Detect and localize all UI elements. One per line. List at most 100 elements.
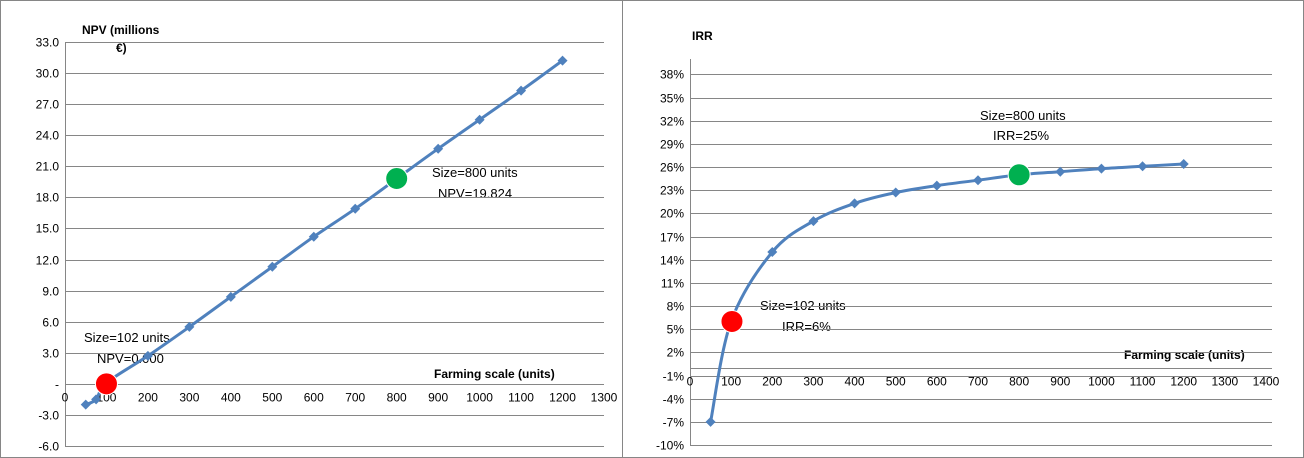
irr-ytick-label: 11% bbox=[661, 277, 684, 291]
irr-xtick-label: 300 bbox=[803, 375, 823, 389]
npv-data-point bbox=[225, 291, 236, 302]
irr-red-label-1: Size=102 units bbox=[760, 298, 846, 313]
irr-ytick-label: 14% bbox=[660, 254, 684, 268]
npv-xtick-label: 1000 bbox=[466, 391, 493, 405]
npv-xtick-label: 1300 bbox=[591, 391, 618, 405]
irr-data-point bbox=[1137, 161, 1148, 172]
npv-xtick-label: 800 bbox=[387, 391, 407, 405]
irr-ytick-label: 32% bbox=[660, 115, 684, 129]
npv-green-marker bbox=[385, 166, 409, 190]
irr-ylabel: IRR bbox=[692, 29, 713, 43]
irr-data-point bbox=[849, 198, 860, 209]
npv-data-point bbox=[80, 399, 91, 410]
irr-data-point bbox=[931, 180, 942, 191]
npv-xtick-label: 200 bbox=[138, 391, 158, 405]
irr-data-point bbox=[890, 187, 901, 198]
irr-data-point bbox=[1096, 163, 1107, 174]
npv-ytick-label: 18.0 bbox=[36, 191, 60, 205]
npv-ytick-label: 24.0 bbox=[36, 129, 60, 143]
irr-green-marker bbox=[1007, 163, 1031, 187]
npv-red-label-1: Size=102 units bbox=[84, 330, 170, 345]
npv-red-marker bbox=[94, 372, 118, 396]
irr-ytick-label: 8% bbox=[667, 300, 685, 314]
npv-xtick-label: 400 bbox=[221, 391, 241, 405]
npv-ytick-label: 12.0 bbox=[36, 254, 60, 268]
npv-xtick-label: 1100 bbox=[508, 391, 534, 405]
npv-ytick-label: 6.0 bbox=[42, 316, 59, 330]
irr-red-marker bbox=[720, 309, 744, 333]
irr-ytick-label: -1% bbox=[663, 370, 685, 384]
irr-ytick-label: 35% bbox=[660, 92, 684, 106]
irr-ytick-label: -7% bbox=[663, 416, 685, 430]
npv-xtick-label: 700 bbox=[345, 391, 365, 405]
irr-data-point bbox=[973, 175, 983, 186]
irr-xtick-label: 900 bbox=[1050, 375, 1070, 389]
npv-ytick-label: 21.0 bbox=[36, 160, 60, 174]
npv-xtick-label: 900 bbox=[428, 391, 448, 405]
npv-data-point bbox=[142, 350, 153, 361]
npv-ylabel-line1: NPV (millions bbox=[82, 23, 160, 37]
irr-xtick-label: 400 bbox=[845, 375, 865, 389]
irr-ytick-label: 38% bbox=[660, 68, 684, 82]
npv-ytick-label: - bbox=[55, 378, 59, 392]
irr-ytick-label: 17% bbox=[660, 231, 684, 245]
irr-data-point bbox=[1178, 158, 1189, 169]
irr-xtick-label: 200 bbox=[762, 375, 782, 389]
irr-ytick-label: 20% bbox=[660, 207, 684, 221]
npv-xlabel: Farming scale (units) bbox=[434, 367, 555, 381]
npv-green-label-2: NPV=19.824 bbox=[438, 186, 512, 201]
npv-ytick-label: -6.0 bbox=[38, 440, 59, 454]
irr-ytick-label: 26% bbox=[660, 161, 684, 175]
irr-xtick-label: 1100 bbox=[1130, 375, 1156, 389]
npv-data-point bbox=[184, 321, 195, 332]
npv-xtick-label: 500 bbox=[262, 391, 282, 405]
npv-ytick-label: 9.0 bbox=[42, 285, 59, 299]
irr-data-point bbox=[1055, 166, 1066, 177]
npv-data-point bbox=[433, 143, 444, 154]
npv-data-point bbox=[516, 85, 527, 96]
npv-xtick-label: 1200 bbox=[549, 391, 576, 405]
irr-xtick-label: 1300 bbox=[1212, 375, 1239, 389]
npv-data-point bbox=[91, 394, 102, 405]
npv-xtick-label: 300 bbox=[179, 391, 199, 405]
irr-xlabel: Farming scale (units) bbox=[1124, 348, 1245, 362]
npv-ytick-label: 27.0 bbox=[36, 98, 60, 112]
irr-xtick-label: 700 bbox=[968, 375, 988, 389]
irr-data-point bbox=[705, 416, 716, 427]
irr-xtick-label: 0 bbox=[687, 375, 694, 389]
npv-data-point bbox=[557, 55, 568, 66]
npv-xtick-label: 0 bbox=[62, 391, 69, 405]
irr-ytick-label: 2% bbox=[667, 346, 685, 360]
irr-ytick-label: 5% bbox=[667, 323, 685, 337]
irr-ytick-label: 23% bbox=[660, 184, 684, 198]
irr-green-label-1: Size=800 units bbox=[980, 108, 1066, 123]
irr-xtick-label: 600 bbox=[927, 375, 947, 389]
irr-xtick-label: 1400 bbox=[1253, 375, 1280, 389]
irr-data-point bbox=[767, 247, 778, 257]
irr-ytick-label: -4% bbox=[663, 393, 685, 407]
npv-xtick-label: 600 bbox=[304, 391, 324, 405]
npv-ytick-label: 33.0 bbox=[36, 36, 60, 50]
npv-data-point bbox=[350, 203, 361, 214]
npv-data-point bbox=[308, 231, 319, 242]
irr-ytick-label: -10% bbox=[656, 439, 684, 453]
irr-xtick-label: 1000 bbox=[1088, 375, 1115, 389]
npv-data-point bbox=[474, 114, 485, 125]
irr-red-label-2: IRR=6% bbox=[782, 319, 831, 334]
npv-ytick-label: 15.0 bbox=[36, 222, 60, 236]
npv-data-point bbox=[267, 261, 278, 272]
irr-xtick-label: 800 bbox=[1009, 375, 1029, 389]
irr-xtick-label: 1200 bbox=[1170, 375, 1197, 389]
irr-xtick-label: 100 bbox=[721, 375, 741, 389]
irr-xtick-label: 500 bbox=[886, 375, 906, 389]
npv-ytick-label: -3.0 bbox=[38, 409, 59, 423]
irr-ytick-label: 29% bbox=[660, 138, 684, 152]
irr-green-label-2: IRR=25% bbox=[993, 128, 1049, 143]
irr-data-point bbox=[808, 216, 819, 227]
npv-green-label-1: Size=800 units bbox=[432, 165, 518, 180]
npv-ytick-label: 30.0 bbox=[36, 67, 60, 81]
npv-ylabel-line2: €) bbox=[116, 41, 127, 55]
npv-ytick-label: 3.0 bbox=[42, 347, 59, 361]
